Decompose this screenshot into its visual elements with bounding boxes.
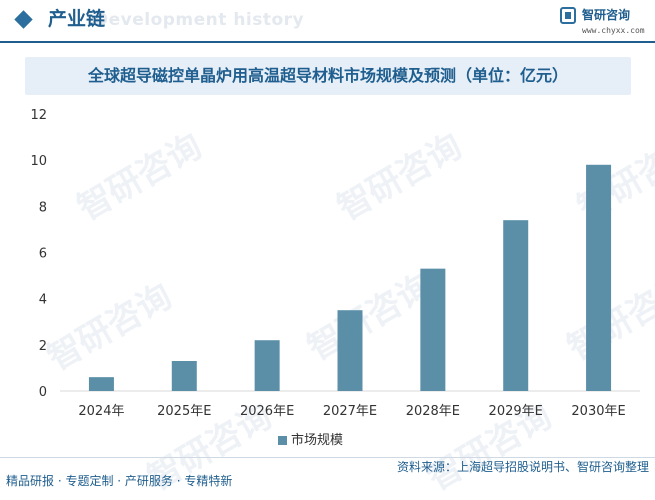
bar: [420, 268, 446, 391]
y-tick-label: 4: [39, 293, 47, 308]
y-tick-label: 6: [39, 247, 47, 262]
footer-source: 资料来源：上海超导招股说明书、智研咨询整理: [396, 460, 649, 474]
bar: [337, 310, 363, 391]
header-subtitle: Development history: [94, 10, 305, 30]
chart-legend: 市场规模: [0, 430, 655, 452]
y-tick-label: 0: [39, 385, 47, 400]
bar-chart: 0 2 4 6 8 10 12 2024年 2025年E 2026年E 2027年E 2028年E 20…: [30, 108, 640, 419]
bar: [171, 360, 197, 391]
footer-tagline: 精品研报 · 专题定制 · 产研服务 · 专精特新: [6, 474, 233, 488]
footer-divider: [0, 457, 655, 458]
y-tick-label: 8: [39, 200, 47, 215]
x-tick-label: 2024年: [78, 404, 124, 419]
bar: [254, 340, 280, 391]
bar: [88, 377, 114, 391]
y-tick-label: 2: [39, 339, 47, 354]
diamond-icon: [14, 10, 33, 29]
y-tick-label: 10: [30, 154, 47, 169]
x-tick-label: 2026年E: [240, 404, 294, 419]
brand-logo: 智研咨询 www.chyxx.com: [560, 6, 650, 40]
x-tick-label: 2027年E: [323, 404, 377, 419]
chart-title: 全球超导磁控单晶炉用高温超导材料市场规模及预测（单位：亿元）: [87, 66, 568, 85]
legend-swatch: [278, 436, 287, 445]
x-tick-label: 2030年E: [571, 404, 625, 419]
x-tick-label: 2029年E: [489, 404, 543, 419]
header: Development history 产业链 智研咨询 www.chyxx.c…: [0, 0, 655, 44]
legend-label: 市场规模: [291, 433, 344, 448]
header-divider: [0, 41, 655, 43]
bar: [503, 220, 529, 391]
logo-url: www.chyxx.com: [582, 26, 645, 35]
x-tick-label: 2028年E: [406, 404, 460, 419]
logo-name: 智研咨询: [582, 8, 631, 22]
bar: [586, 164, 612, 391]
header-title: 产业链: [48, 8, 106, 30]
logo-icon: [560, 7, 576, 24]
y-tick-label: 12: [30, 108, 47, 123]
x-tick-label: 2025年E: [157, 404, 211, 419]
chart-title-bar: 全球超导磁控单晶炉用高温超导材料市场规模及预测（单位：亿元）: [25, 57, 631, 95]
